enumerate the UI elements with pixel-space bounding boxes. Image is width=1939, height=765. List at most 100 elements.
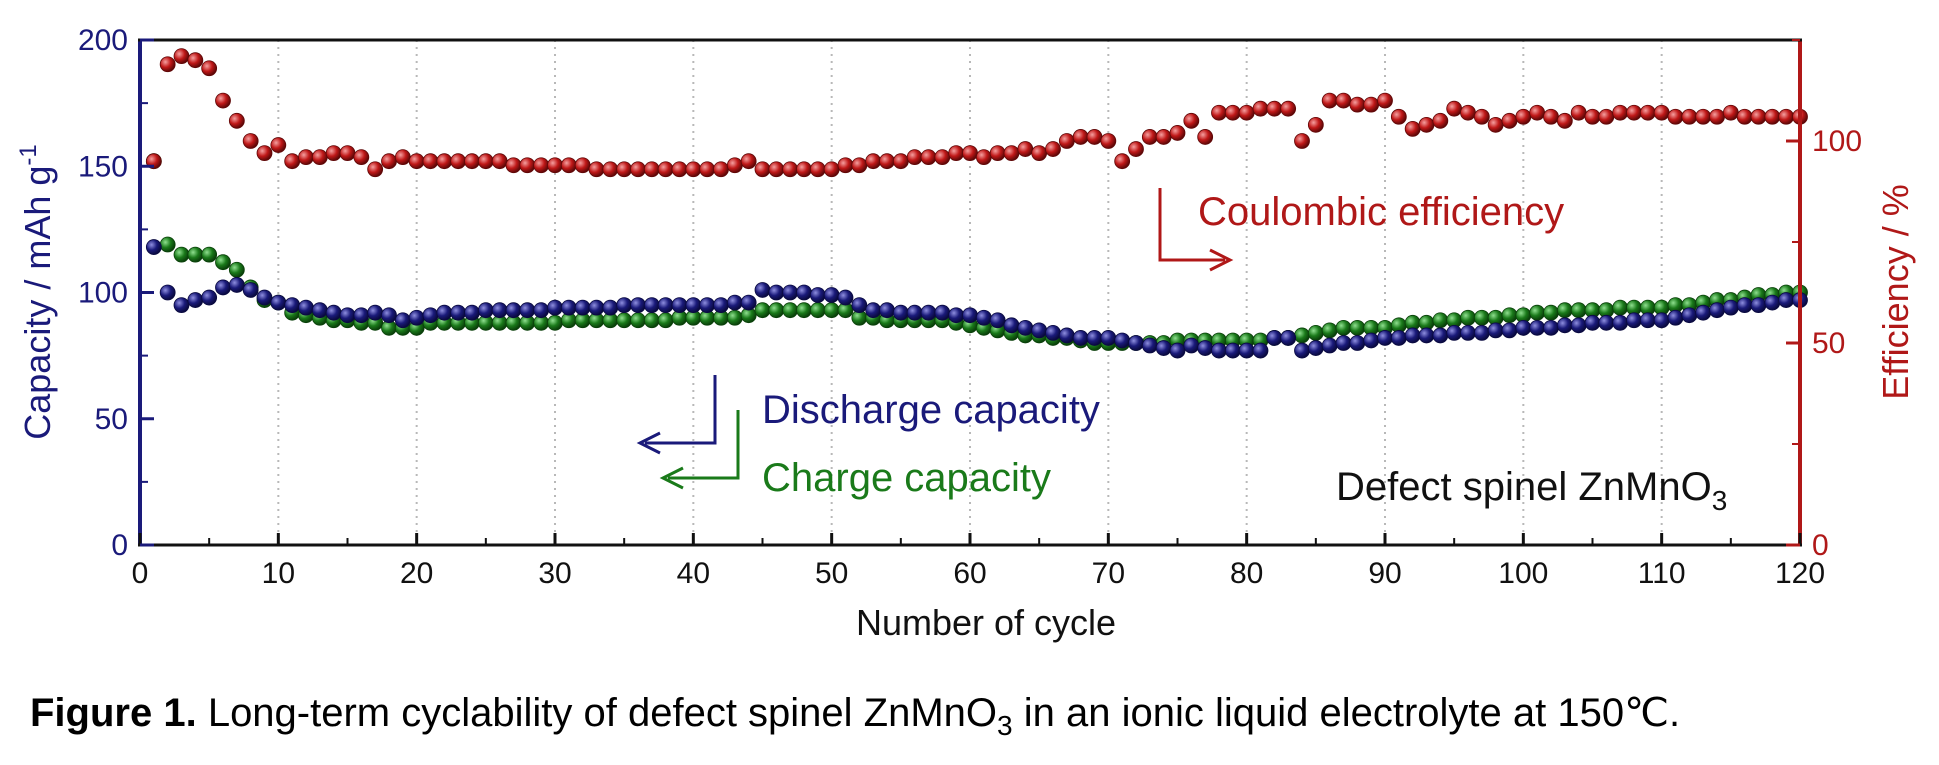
- efficiency-point: [602, 161, 619, 178]
- efficiency-point: [643, 161, 660, 178]
- efficiency-point: [270, 137, 287, 153]
- efficiency-point: [242, 133, 259, 149]
- efficiency-point: [1584, 108, 1601, 125]
- discharge-point: [892, 304, 909, 321]
- efficiency-point: [1307, 116, 1324, 133]
- efficiency-point: [491, 153, 508, 170]
- discharge-point: [1003, 317, 1020, 334]
- efficiency-point: [1363, 96, 1380, 113]
- discharge-point: [1501, 322, 1518, 339]
- efficiency-point: [616, 161, 633, 178]
- y-left-tick-label: 200: [78, 24, 128, 57]
- efficiency-point: [713, 161, 729, 178]
- x-axis-title: Number of cycle: [856, 602, 1116, 643]
- discharge-point: [339, 307, 356, 324]
- discharge-point: [823, 287, 840, 303]
- efficiency-series: [145, 48, 1808, 178]
- discharge-point: [699, 297, 716, 314]
- efficiency-point: [574, 157, 591, 174]
- discharge-point: [906, 304, 923, 321]
- efficiency-point: [1570, 104, 1587, 121]
- discharge-point: [920, 304, 937, 321]
- discharge-point: [560, 299, 577, 316]
- discharge-point: [643, 297, 660, 314]
- discharge-point: [256, 289, 273, 306]
- efficiency-point: [920, 149, 937, 166]
- discharge-point: [1543, 319, 1559, 336]
- efficiency-point: [560, 157, 577, 174]
- material-label: Defect spinel ZnMnO3: [1336, 465, 1727, 516]
- efficiency-point: [1141, 129, 1158, 145]
- charge-capacity-label: Charge capacity: [762, 456, 1051, 500]
- y-axis-left-title-main: Capacity / mAh g: [17, 166, 58, 440]
- efficiency-point: [1031, 145, 1048, 162]
- discharge-point: [1141, 337, 1158, 354]
- efficiency-point: [1058, 133, 1075, 149]
- charge-point: [228, 261, 245, 278]
- charge-point: [823, 302, 840, 319]
- charge-point: [215, 254, 231, 271]
- discharge-point: [740, 294, 757, 311]
- efficiency-point: [1086, 129, 1103, 145]
- discharge-point: [353, 307, 370, 324]
- efficiency-point: [1709, 108, 1725, 125]
- efficiency-point: [809, 161, 826, 178]
- discharge-point: [851, 297, 868, 314]
- discharge-point: [685, 297, 702, 314]
- y-axis-left-title-sup: -1: [15, 144, 42, 165]
- charge-point: [1460, 309, 1476, 326]
- discharge-point: [588, 299, 605, 316]
- discharge-point: [616, 297, 633, 314]
- discharge-point: [367, 304, 384, 321]
- discharge-point: [381, 307, 397, 324]
- discharge-point: [989, 312, 1006, 329]
- efficiency-point: [339, 145, 356, 162]
- x-tick-label: 20: [400, 557, 433, 590]
- discharge-point: [1211, 342, 1227, 359]
- discharge-point: [1722, 299, 1739, 316]
- discharge-point: [270, 294, 287, 311]
- discharge-point: [1266, 330, 1283, 346]
- efficiency-point: [1432, 112, 1449, 129]
- y-left-tick-label: 150: [78, 150, 128, 183]
- efficiency-point: [187, 52, 204, 69]
- x-tick-label: 0: [132, 557, 149, 590]
- discharge-point: [713, 297, 729, 314]
- efficiency-point: [1072, 129, 1089, 145]
- discharge-point: [464, 304, 480, 321]
- axis-ticks: 0 10 20 30 40 50 60 70 80 90 100 110 120050100150200…: [78, 24, 1862, 590]
- efficiency-point: [547, 157, 563, 174]
- efficiency-point: [1736, 108, 1753, 125]
- efficiency-point: [1252, 100, 1269, 117]
- efficiency-point: [1515, 108, 1532, 125]
- efficiency-point: [906, 149, 923, 166]
- efficiency-point: [1460, 104, 1476, 121]
- discharge-point: [408, 309, 425, 326]
- y-right-tick-label: 50: [1812, 327, 1845, 360]
- x-tick-label: 40: [677, 557, 710, 590]
- discharge-point: [1183, 337, 1200, 354]
- discharge-point: [422, 307, 439, 324]
- discharge-point: [519, 302, 536, 319]
- efficiency-point: [1556, 112, 1573, 129]
- discharge-point: [1570, 317, 1587, 334]
- discharge-point: [1529, 319, 1546, 336]
- discharge-point: [1280, 330, 1297, 346]
- x-tick-label: 30: [538, 557, 571, 590]
- discharge-point: [1681, 307, 1698, 324]
- efficiency-point: [671, 161, 688, 178]
- discharge-point: [1695, 304, 1712, 321]
- discharge-point: [1307, 340, 1324, 356]
- discharge-point: [1321, 337, 1338, 354]
- efficiency-point: [1446, 100, 1463, 117]
- discharge-point: [1197, 340, 1214, 356]
- efficiency-point: [851, 157, 868, 174]
- efficiency-point: [1155, 129, 1172, 145]
- discharge-point: [879, 302, 895, 319]
- x-tick-label: 70: [1092, 557, 1125, 590]
- efficiency-point: [934, 149, 951, 166]
- x-tick-label: 100: [1498, 557, 1548, 590]
- discharge-point: [1045, 324, 1061, 341]
- charge-point: [809, 302, 826, 319]
- discharge-point: [782, 284, 799, 301]
